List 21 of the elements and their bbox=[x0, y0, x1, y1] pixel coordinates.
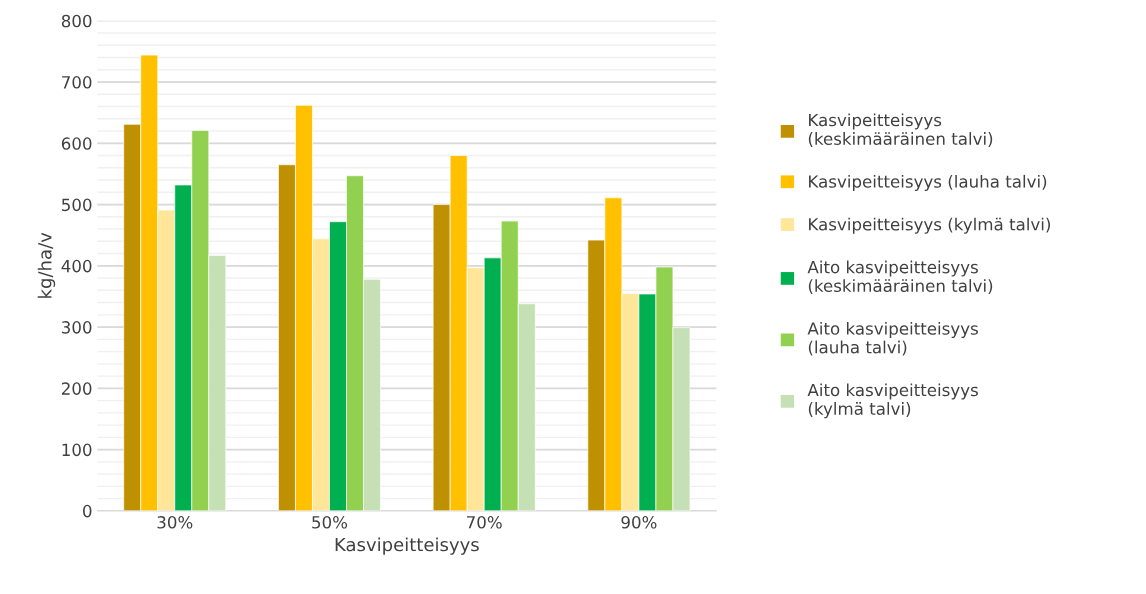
y-tick-label: 100 bbox=[62, 443, 92, 457]
x-tick-label: 30% bbox=[157, 516, 193, 529]
x-tick-label: 90% bbox=[621, 516, 657, 529]
legend-label: Aito kasvipeitteisyys (lauha talvi) bbox=[807, 321, 978, 356]
legend-label: Aito kasvipeitteisyys (keskimääräinen talvi) bbox=[807, 260, 993, 295]
y-tick-label: 400 bbox=[61, 259, 92, 273]
y-tick-label: 600 bbox=[61, 137, 92, 150]
y-tick-label: 200 bbox=[61, 382, 92, 395]
y-tick-label: 0 bbox=[83, 504, 92, 518]
legend-label: Aito kasvipeitteisyys (kylmä talvi) bbox=[807, 383, 978, 419]
x-axis-title: Kasvipeitteisyys bbox=[335, 537, 479, 555]
y-tick-label: 800 bbox=[61, 14, 92, 28]
legend-label: Kasvipeitteisyys (keskimääräinen talvi) bbox=[808, 113, 993, 147]
y-tick-label: 700 bbox=[62, 76, 92, 89]
x-tick-label: 50% bbox=[312, 516, 348, 529]
legend-label: Kasvipeitteisyys (lauha talvi) bbox=[809, 174, 1047, 192]
y-tick-label: 500 bbox=[62, 198, 92, 212]
legend-label: Kasvipeitteisyys (kylmä talvi) bbox=[809, 217, 1050, 234]
x-tick-label: 70% bbox=[467, 516, 502, 529]
y-tick-label: 300 bbox=[62, 321, 92, 334]
y-axis-title: kg/ha/v bbox=[37, 232, 56, 298]
